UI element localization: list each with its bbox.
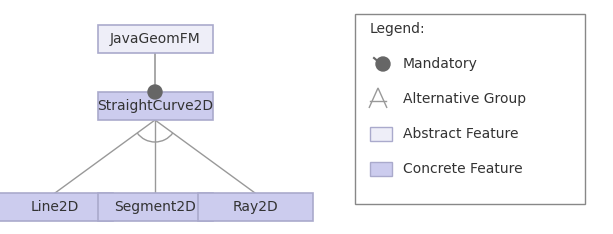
Text: StraightCurve2D: StraightCurve2D <box>97 99 213 113</box>
FancyBboxPatch shape <box>197 193 313 221</box>
Text: Legend:: Legend: <box>370 22 425 36</box>
Circle shape <box>376 57 390 71</box>
Text: Line2D: Line2D <box>31 200 79 214</box>
FancyBboxPatch shape <box>0 193 113 221</box>
Text: Concrete Feature: Concrete Feature <box>403 162 523 176</box>
Text: Alternative Group: Alternative Group <box>403 92 526 106</box>
FancyBboxPatch shape <box>370 127 392 141</box>
Circle shape <box>148 85 162 99</box>
Text: Mandatory: Mandatory <box>403 57 478 71</box>
FancyBboxPatch shape <box>97 193 213 221</box>
Text: JavaGeomFM: JavaGeomFM <box>110 32 200 46</box>
FancyBboxPatch shape <box>97 25 213 53</box>
Text: Abstract Feature: Abstract Feature <box>403 127 519 141</box>
FancyBboxPatch shape <box>370 162 392 176</box>
Text: Segment2D: Segment2D <box>114 200 196 214</box>
Text: Ray2D: Ray2D <box>232 200 278 214</box>
FancyBboxPatch shape <box>97 92 213 120</box>
FancyBboxPatch shape <box>355 14 585 204</box>
